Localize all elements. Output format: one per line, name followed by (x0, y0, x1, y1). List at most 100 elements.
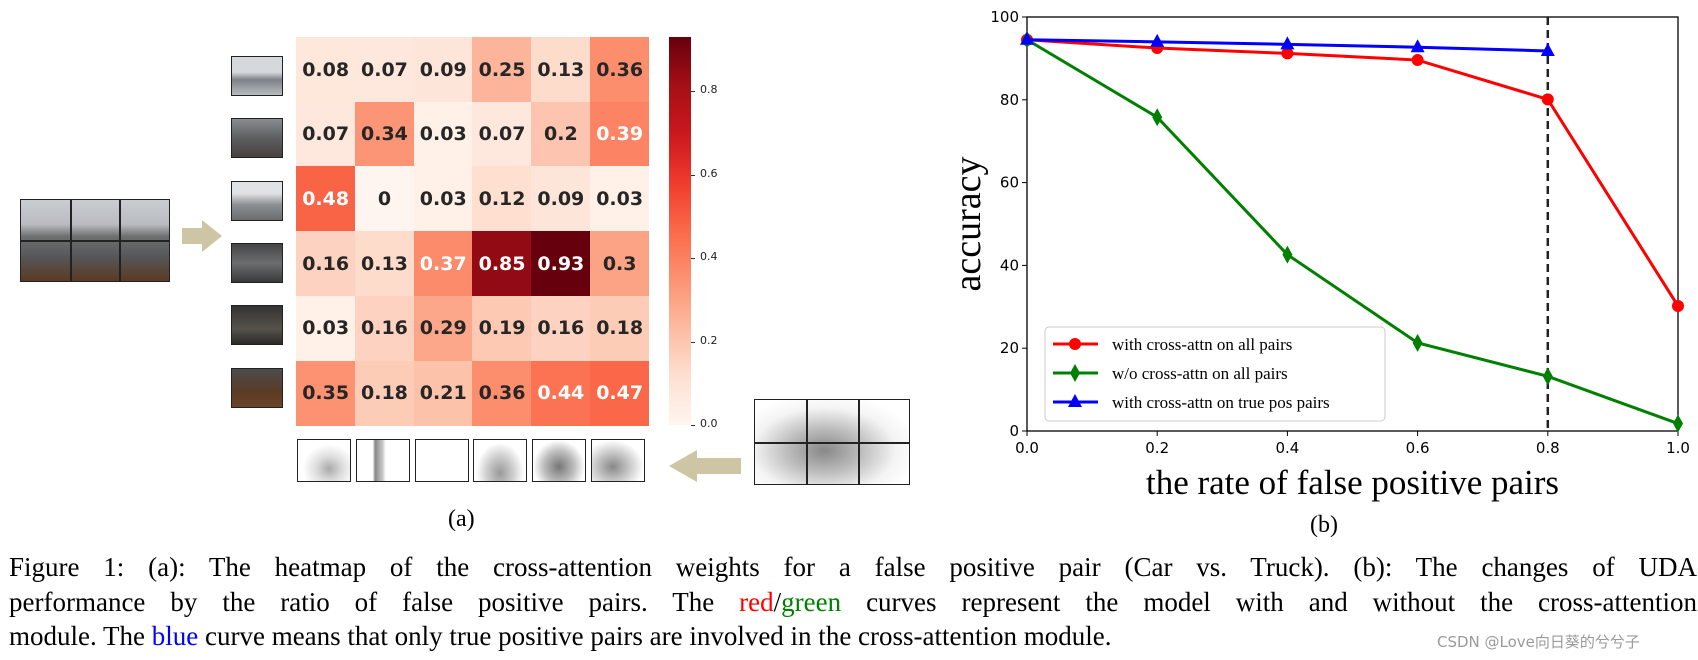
colorbar-tick-label: 0.8 (700, 83, 718, 97)
data-point-diamond (1282, 245, 1293, 264)
truck-patch-thumbnail (591, 439, 645, 482)
right-arrow-icon (182, 220, 222, 252)
x-tick-label: 0.6 (1406, 439, 1430, 457)
heatmap-cell: 0.3 (590, 231, 650, 297)
heatmap-cell: 0.93 (531, 231, 591, 297)
series-line-circle (1026, 38, 1680, 307)
heatmap-cell: 0.18 (354, 360, 415, 426)
watermark: CSDN @Love向日葵的兮兮子 (1437, 633, 1640, 651)
left-arrow-icon (669, 450, 741, 482)
heatmap-cell: 0.03 (413, 166, 473, 232)
heatmap-cell: 0.12 (472, 166, 532, 232)
colorbar-tick-mark (691, 425, 695, 426)
data-point-triangle (1410, 39, 1425, 53)
colorbar-tick-label: 0.6 (700, 166, 718, 180)
caption-text: curves represent the model with and with… (841, 587, 1697, 617)
legend-label: w/o cross-attn on all pairs (1112, 364, 1288, 383)
x-tick-label: 0.0 (1015, 439, 1039, 457)
heatmap-cell: 0.85 (472, 231, 532, 297)
heatmap-cell: 0.39 (590, 101, 650, 167)
car-patch-thumbnail (231, 118, 283, 158)
data-point-diamond (1673, 414, 1683, 433)
y-tick-label: 60 (1000, 174, 1019, 192)
heatmap-cell: 0.21 (413, 360, 473, 426)
data-point-circle (1281, 47, 1294, 60)
heatmap-cell: 0.48 (296, 166, 356, 232)
truck-patch-thumbnail (532, 439, 587, 482)
caption-red-word: red (739, 587, 774, 617)
heatmap-cell: 0.36 (590, 37, 650, 103)
y-tick-label: 0 (1009, 422, 1019, 440)
data-point-circle (1411, 54, 1424, 67)
caption-slash: / (773, 587, 782, 617)
truck-patch-thumbnail (297, 439, 351, 482)
accuracy-line-chart: 0.0 0.2 0.4 0.6 0.8 1.0 0 20 40 60 80 100 with cross… (947, 8, 1690, 502)
heatmap-cell: 0.44 (531, 360, 591, 426)
x-axis-label: the rate of false positive pairs (1146, 463, 1559, 502)
y-tick-label: 100 (990, 8, 1019, 26)
heatmap-cell: 0.35 (296, 360, 356, 426)
data-point-triangle (1020, 31, 1034, 45)
heatmap-cell: 0.13 (354, 231, 415, 297)
heatmap-cell: 0.09 (413, 37, 473, 103)
heatmap-cell: 0.36 (472, 360, 532, 426)
heatmap-cell: 0.03 (296, 295, 356, 361)
caption-green-word: green (781, 587, 842, 617)
heatmap-cell: 0.13 (531, 37, 591, 103)
panel-a-label: (a) (448, 506, 475, 532)
data-point-triangle (1150, 33, 1165, 47)
panel-b-label: (b) (1310, 512, 1338, 538)
heatmap-cell: 0.19 (472, 295, 532, 361)
heatmap-cell: 0.29 (413, 295, 473, 361)
x-tick-label: 1.0 (1666, 439, 1690, 457)
heatmap-cell: 0.09 (531, 166, 591, 232)
heatmap-cell: 0.2 (531, 101, 591, 167)
colorbar-tick-mark (691, 258, 695, 260)
legend-label: with cross-attn on true pos pairs (1112, 393, 1330, 412)
data-point-diamond (1542, 367, 1553, 386)
heatmap-cell: 0.16 (354, 295, 415, 361)
query-car-image (20, 199, 170, 282)
car-patch-thumbnail (231, 368, 283, 408)
legend-marker-diamond (1070, 364, 1080, 382)
heatmap-cell: 0.37 (413, 231, 473, 297)
heatmap-cell: 0.03 (590, 166, 650, 232)
legend-marker-circle (1069, 338, 1081, 350)
y-axis-label: accuracy (947, 157, 989, 292)
caption-line-2: performance by the ratio of false positi… (9, 585, 1697, 619)
data-point-diamond (1152, 108, 1163, 127)
y-tick-label: 80 (1000, 91, 1019, 109)
heatmap-cell: 0.34 (354, 101, 415, 167)
heatmap-cell: 0.07 (354, 37, 415, 103)
heatmap-cell: 0.03 (413, 101, 473, 167)
heatmap-cell: 0.08 (296, 37, 356, 103)
query-truck-image (754, 399, 910, 485)
heatmap-cell: 0.25 (472, 37, 532, 103)
truck-patch-thumbnail (473, 439, 528, 482)
car-patch-thumbnail (231, 181, 283, 221)
data-point-triangle (1540, 42, 1555, 56)
truck-patch-thumbnail (414, 439, 469, 482)
caption-line-3: module. The blue curve means that only t… (9, 619, 1112, 653)
car-patch-thumbnail (231, 305, 283, 345)
car-patch-thumbnail (231, 243, 283, 283)
legend-label: with cross-attn on all pairs (1112, 335, 1292, 354)
truck-patch-thumbnail (355, 439, 410, 482)
heatmap-cell: 0.16 (296, 231, 356, 297)
heatmap-cell: 0.18 (590, 295, 650, 361)
car-patch-thumbnail (231, 56, 283, 96)
colorbar-tick-mark (691, 341, 695, 343)
data-point-triangle (1280, 36, 1295, 50)
legend-box (1044, 326, 1386, 422)
colorbar-tick-mark (691, 174, 695, 176)
x-tick-label: 0.2 (1145, 439, 1169, 457)
heatmap-cell: 0 (354, 166, 415, 232)
colorbar-tick-label: 0.2 (700, 333, 718, 347)
heatmap-cell: 0.07 (472, 101, 532, 167)
caption-text: performance by the ratio of false positi… (9, 587, 740, 617)
y-tick-label: 40 (1000, 256, 1019, 274)
plot-frame (1026, 16, 1679, 432)
y-tick-label: 20 (1000, 339, 1019, 357)
heatmap-cell: 0.16 (531, 295, 591, 361)
